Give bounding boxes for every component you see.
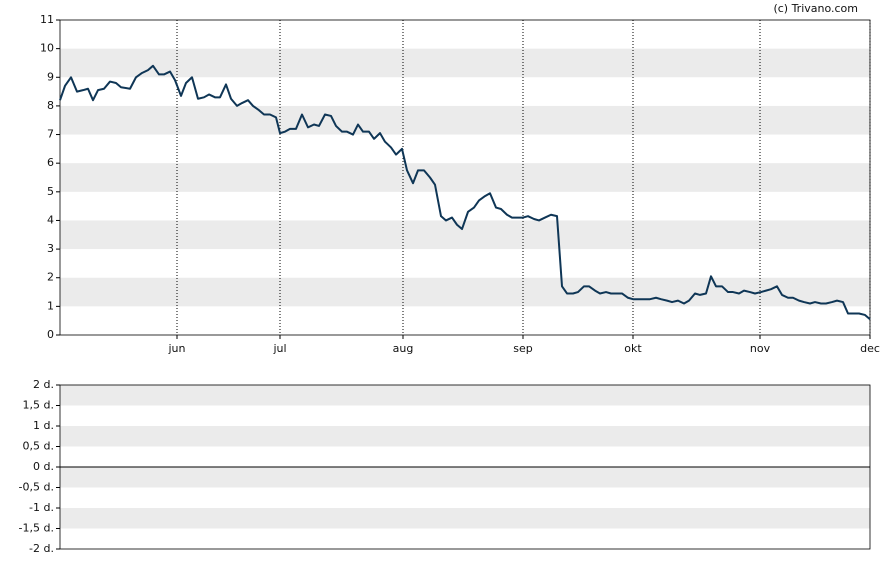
y-tick-label: 3 [47, 242, 54, 255]
x-tick-label: jun [168, 342, 186, 355]
grid-band [60, 48, 870, 78]
grid-band [60, 163, 870, 192]
credit: (c) Trivano.com [773, 2, 858, 15]
grid-band [60, 385, 870, 406]
x-tick-label: nov [750, 342, 771, 355]
y-tick-label: 2 d. [33, 378, 54, 391]
grid-band [60, 467, 870, 488]
y-tick-label: 7 [47, 128, 54, 141]
y-tick-label: 6 [47, 156, 54, 169]
grid-band [60, 220, 870, 250]
y-tick-label: 1,5 d. [23, 399, 54, 412]
y-tick-label: 5 [47, 185, 54, 198]
y-tick-label: 10 [40, 42, 54, 55]
y-tick-label: 9 [47, 70, 54, 83]
y-tick-label: -1 d. [29, 501, 54, 514]
x-tick-label: dec [860, 342, 880, 355]
y-tick-label: 0 [47, 328, 54, 341]
grid-band [60, 105, 870, 135]
y-tick-label: 4 [47, 213, 54, 226]
grid-band [60, 508, 870, 529]
y-tick-label: 0,5 d. [23, 440, 54, 453]
y-tick-label: -0,5 d. [19, 481, 54, 494]
price-line [59, 64, 871, 321]
y-tick-label: -1,5 d. [19, 522, 54, 535]
y-tick-label: -2 d. [29, 542, 54, 555]
x-tick-label: okt [624, 342, 642, 355]
y-tick-label: 1 [47, 299, 54, 312]
y-tick-label: 8 [47, 99, 54, 112]
grid-band [60, 426, 870, 447]
y-tick-label: 1 d. [33, 419, 54, 432]
x-tick-label: jul [272, 342, 286, 355]
y-tick-label: 11 [40, 13, 54, 26]
x-tick-label: aug [393, 342, 414, 355]
plot-frame [59, 19, 871, 336]
plot-frame [59, 384, 871, 550]
x-tick-label: sep [513, 342, 532, 355]
y-tick-label: 0 d. [33, 460, 54, 473]
y-tick-label: 2 [47, 271, 54, 284]
